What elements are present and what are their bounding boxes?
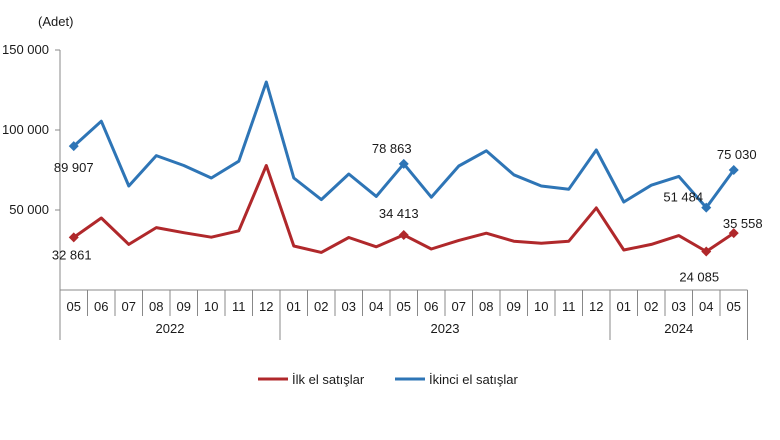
- x-tick-label: 06: [94, 299, 108, 314]
- data-label: 75 030: [717, 147, 757, 162]
- data-point-marker: [68, 232, 79, 243]
- series-lines: [68, 80, 739, 257]
- x-tick-label: 11: [562, 299, 576, 314]
- legend: İlk el satışlar İkinci el satışlar: [258, 372, 519, 387]
- y-axis-ticks: 50 000 100 000 150 000: [2, 42, 60, 217]
- x-tick-label: 07: [452, 299, 466, 314]
- data-point-marker: [398, 158, 409, 169]
- axes: [59, 50, 748, 291]
- x-tick-label: 10: [204, 299, 218, 314]
- legend-label-1: İlk el satışlar: [292, 372, 365, 387]
- x-tick-label: 01: [287, 299, 301, 314]
- x-tick-label: 10: [534, 299, 548, 314]
- data-point-marker: [728, 228, 739, 239]
- data-label: 35 558: [723, 216, 763, 231]
- x-axis: 05 06 07 08 09 10 11 12 01 02 03 04 05 06 07 08 09 10 11 12…: [59, 290, 748, 340]
- legend-label-2: İkinci el satışlar: [429, 372, 519, 387]
- x-tick-label: 12: [589, 299, 603, 314]
- data-label: 34 413: [379, 206, 419, 221]
- x-tick-label: 11: [232, 299, 246, 314]
- x-tick-label: 04: [369, 299, 383, 314]
- data-label: 78 863: [372, 141, 412, 156]
- x-tick-label: 02: [644, 299, 658, 314]
- x-tick-label: 05: [397, 299, 411, 314]
- x-tick-label: 08: [149, 299, 163, 314]
- x-tick-label: 02: [314, 299, 328, 314]
- x-tick-label: 03: [672, 299, 686, 314]
- x-tick-label: 09: [177, 299, 191, 314]
- x-tick-label: 06: [424, 299, 438, 314]
- x-tick-label: 03: [342, 299, 356, 314]
- data-point-marker: [398, 229, 409, 240]
- x-tick-label: 12: [259, 299, 273, 314]
- data-label: 24 085: [679, 269, 719, 284]
- data-point-marker: [68, 141, 79, 152]
- data-point-marker: [701, 202, 712, 213]
- x-tick-label: 05: [727, 299, 741, 314]
- data-label: 32 861: [52, 247, 92, 262]
- data-point-marker: [701, 246, 712, 257]
- x-tick-label: 07: [122, 299, 136, 314]
- x-tick-label: 09: [507, 299, 521, 314]
- year-label: 2023: [431, 321, 460, 336]
- x-tick-label: 04: [699, 299, 713, 314]
- data-point-marker: [728, 164, 739, 175]
- x-tick-label: 01: [617, 299, 631, 314]
- data-label: 51 484: [663, 190, 703, 205]
- year-label: 2022: [156, 321, 185, 336]
- y-tick-label: 150 000: [2, 42, 49, 57]
- y-tick-label: 50 000: [9, 202, 49, 217]
- data-label: 89 907: [54, 160, 94, 175]
- y-axis-unit-label: (Adet): [38, 14, 73, 29]
- x-tick-label: 08: [479, 299, 493, 314]
- y-tick-label: 100 000: [2, 122, 49, 137]
- x-tick-label: 05: [67, 299, 81, 314]
- year-label: 2024: [664, 321, 693, 336]
- data-labels: 32 861 34 413 24 085 35 558 89 907 78 863 51 4…: [52, 141, 763, 285]
